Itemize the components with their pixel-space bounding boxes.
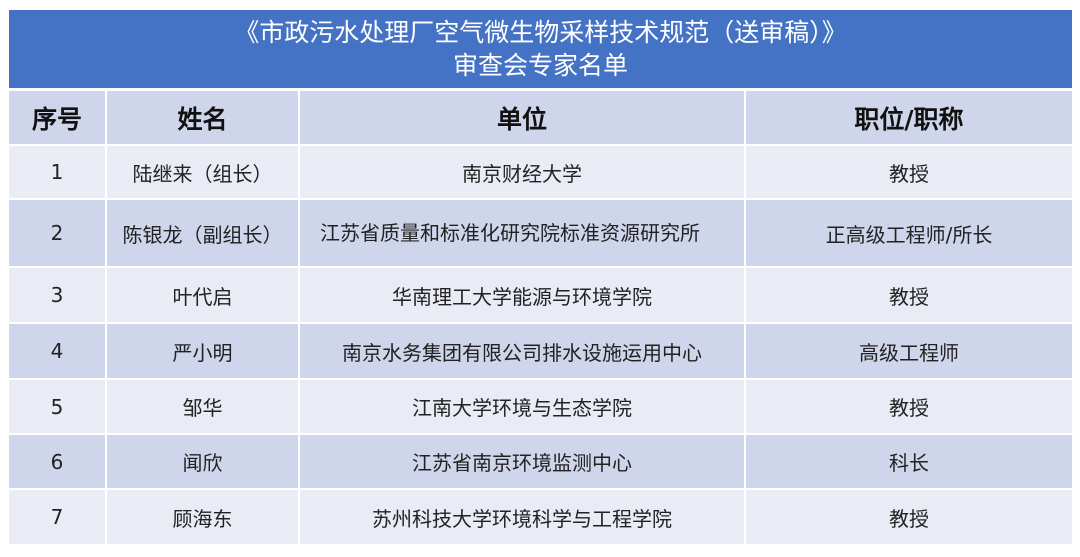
table-row: 7 顾海东 苏州科技大学环境科学与工程学院 教授 [9,490,1072,544]
cell-title: 教授 [746,146,1072,198]
title-line1: 《市政污水处理厂空气微生物采样技术规范（送审稿）》 [234,18,847,47]
table-row: 6 闻欣 江苏省南京环境监测中心 科长 [9,435,1072,488]
cell-index: 6 [9,435,107,488]
cell-org: 华南理工大学能源与环境学院 [300,268,746,322]
header-org: 单位 [300,91,746,144]
table-row: 5 邹华 江南大学环境与生态学院 教授 [9,380,1072,433]
cell-index: 4 [9,324,107,378]
cell-index: 7 [9,490,107,544]
expert-table: 序号 姓名 单位 职位/职称 1 陆继来（组长） 南京财经大学 教授 2 陈银龙（副组长）… [9,89,1072,546]
cell-index: 3 [9,268,107,322]
cell-title: 教授 [746,380,1072,433]
cell-name: 严小明 [107,324,300,378]
header-name: 姓名 [107,91,300,144]
table-row: 4 严小明 南京水务集团有限公司排水设施运用中心 高级工程师 [9,324,1072,378]
cell-title: 科长 [746,435,1072,488]
cell-org: 苏州科技大学环境科学与工程学院 [300,490,746,544]
cell-org: 南京财经大学 [300,146,746,198]
title-line2: 审查会专家名单 [452,51,628,80]
cell-name: 顾海东 [107,490,300,544]
header-index: 序号 [9,91,107,144]
cell-title: 高级工程师 [746,324,1072,378]
cell-title: 教授 [746,490,1072,544]
cell-name: 邹华 [107,380,300,433]
cell-org: 南京水务集团有限公司排水设施运用中心 [300,324,746,378]
cell-name: 叶代启 [107,268,300,322]
cell-title: 教授 [746,268,1072,322]
header-row: 序号 姓名 单位 职位/职称 [9,91,1072,144]
cell-org: 江苏省南京环境监测中心 [300,435,746,488]
cell-name: 陆继来（组长） [107,146,300,198]
table-row: 1 陆继来（组长） 南京财经大学 教授 [9,146,1072,198]
cell-index: 1 [9,146,107,198]
cell-name: 闻欣 [107,435,300,488]
header-title: 职位/职称 [746,91,1072,144]
expert-list: 《市政污水处理厂空气微生物采样技术规范（送审稿）》 审查会专家名单 序号 姓名 … [9,10,1072,546]
table-row: 2 陈银龙（副组长） 江苏省质量和标准化研究院标准资源研究所 正高级工程师/所长 [9,200,1072,266]
cell-name: 陈银龙（副组长） [107,200,300,266]
cell-org: 江南大学环境与生态学院 [300,380,746,433]
cell-index: 5 [9,380,107,433]
cell-org: 江苏省质量和标准化研究院标准资源研究所 [300,200,746,266]
cell-title: 正高级工程师/所长 [746,200,1072,266]
table-title: 《市政污水处理厂空气微生物采样技术规范（送审稿）》 审查会专家名单 [9,10,1072,88]
cell-index: 2 [9,200,107,266]
table-row: 3 叶代启 华南理工大学能源与环境学院 教授 [9,268,1072,322]
